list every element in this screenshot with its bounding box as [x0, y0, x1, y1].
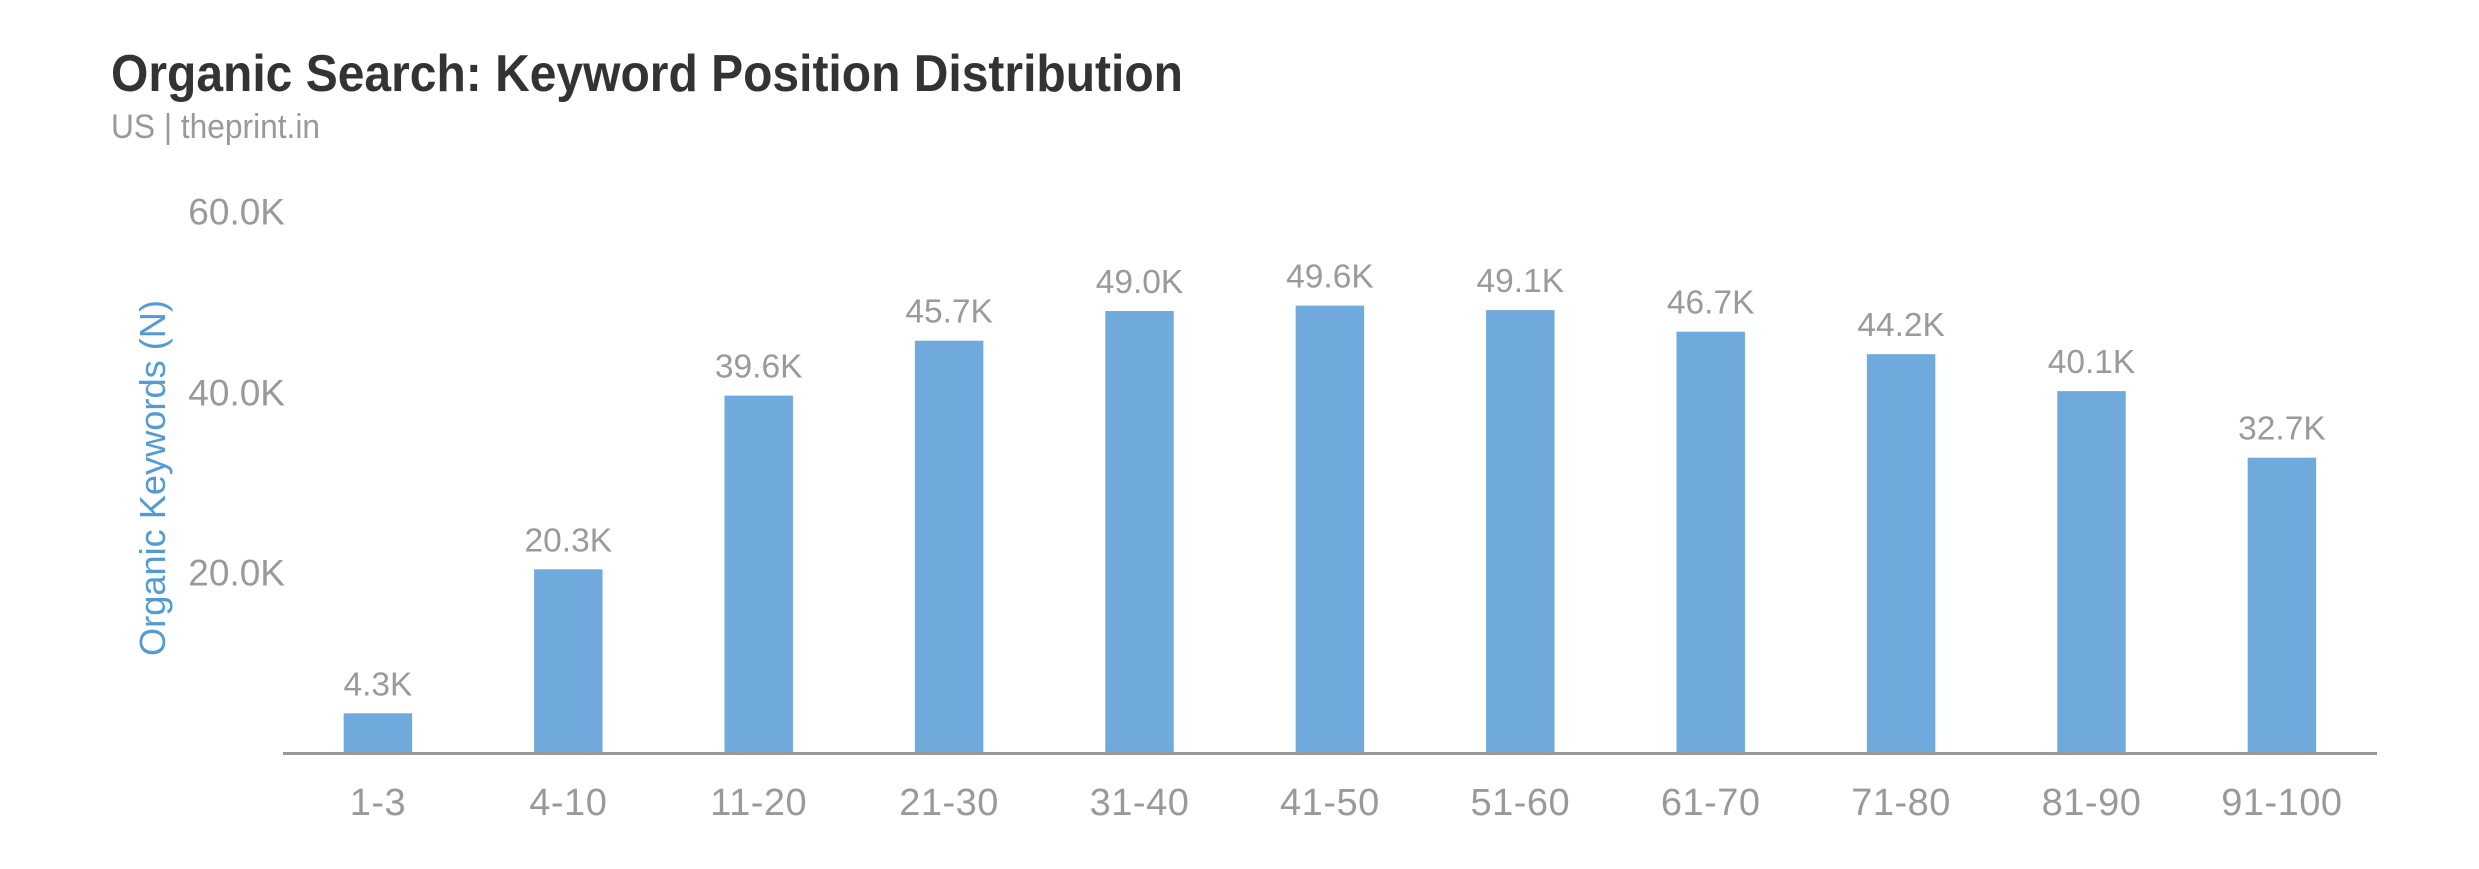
svg-text:41-50: 41-50 [1280, 782, 1380, 824]
svg-text:45.7K: 45.7K [905, 294, 993, 331]
svg-text:4.3K: 4.3K [343, 666, 412, 703]
svg-text:20.3K: 20.3K [525, 522, 613, 559]
svg-text:60.0K: 60.0K [188, 192, 285, 233]
svg-text:40.1K: 40.1K [2048, 344, 2136, 381]
svg-text:44.2K: 44.2K [1857, 307, 1945, 344]
svg-text:21-30: 21-30 [899, 782, 999, 824]
svg-text:Organic Search: Keyword Positi: Organic Search: Keyword Position Distrib… [111, 45, 1183, 103]
svg-text:US | theprint.in: US | theprint.in [111, 108, 320, 146]
svg-text:91-100: 91-100 [2221, 782, 2342, 824]
svg-text:81-90: 81-90 [2042, 782, 2142, 824]
svg-text:31-40: 31-40 [1090, 782, 1190, 824]
svg-text:40.0K: 40.0K [188, 373, 285, 414]
svg-text:1-3: 1-3 [350, 782, 406, 824]
svg-text:32.7K: 32.7K [2238, 411, 2326, 448]
svg-text:51-60: 51-60 [1470, 782, 1570, 824]
svg-text:4-10: 4-10 [529, 782, 607, 824]
svg-text:11-20: 11-20 [710, 782, 807, 824]
svg-text:49.6K: 49.6K [1286, 259, 1374, 296]
svg-text:49.1K: 49.1K [1477, 263, 1565, 300]
svg-text:46.7K: 46.7K [1667, 285, 1755, 322]
svg-text:71-80: 71-80 [1851, 782, 1951, 824]
svg-text:61-70: 61-70 [1661, 782, 1761, 824]
svg-text:20.0K: 20.0K [188, 553, 285, 594]
svg-text:39.6K: 39.6K [715, 349, 803, 386]
svg-text:Organic Keywords (N): Organic Keywords (N) [132, 300, 173, 656]
svg-text:49.0K: 49.0K [1096, 264, 1184, 301]
